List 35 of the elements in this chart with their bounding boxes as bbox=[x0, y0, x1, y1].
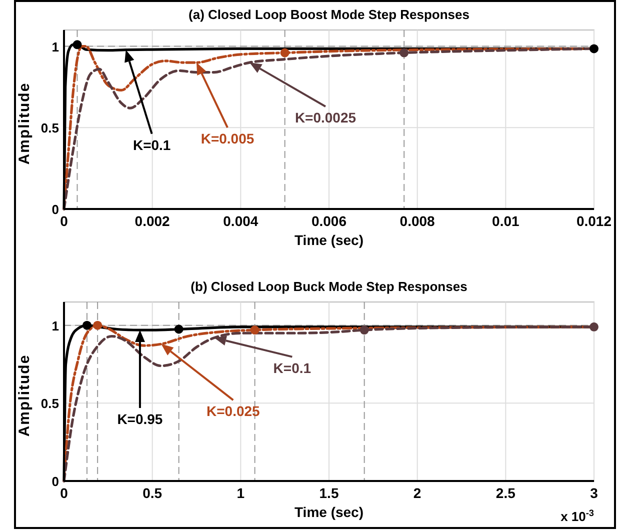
x-tick-label: 0.004 bbox=[223, 213, 258, 229]
x-axis-title: Time (sec) bbox=[294, 232, 364, 248]
text: K=0.025 bbox=[206, 403, 260, 420]
text: K=0.95 bbox=[117, 411, 163, 428]
text: x 10$^{-3}$ bbox=[560, 508, 594, 524]
text: K=0.1 bbox=[132, 136, 171, 153]
point bbox=[280, 48, 290, 58]
chart-title: (a) Closed Loop Boost Mode Step Responses bbox=[188, 7, 470, 22]
x-tick-label: 1.5 bbox=[319, 485, 339, 501]
point bbox=[400, 48, 409, 58]
point bbox=[72, 40, 82, 50]
y-tick-label: 0 bbox=[52, 474, 59, 489]
y-axis-title: Amplitude bbox=[16, 354, 33, 437]
x-tick-label: 0.01 bbox=[492, 213, 520, 229]
y-tick-label: 0 bbox=[52, 202, 59, 217]
y-axis-title: Amplitude bbox=[16, 82, 33, 165]
x-tick-label: 0.006 bbox=[311, 213, 347, 229]
x-tick-label: 2.5 bbox=[496, 485, 516, 501]
x-tick-label: 3 bbox=[590, 485, 598, 501]
y-tick-label: 0.5 bbox=[40, 120, 59, 136]
x-tick-label: 2 bbox=[413, 485, 422, 501]
x-tick-label: 0.002 bbox=[134, 213, 170, 229]
x-tick-label: 0.008 bbox=[400, 213, 436, 229]
y-tick-label: 1 bbox=[52, 318, 59, 334]
text: K=0.0025 bbox=[294, 110, 356, 126]
y-tick-label: 1 bbox=[52, 39, 59, 54]
point bbox=[590, 44, 598, 54]
x-tick-label: 1 bbox=[236, 485, 245, 501]
chart-title: (b) Closed Loop Buck Mode Step Responses bbox=[190, 279, 468, 294]
series-label: K=0.1 bbox=[273, 360, 312, 376]
x-axis-title: Time (sec) bbox=[294, 504, 364, 520]
y-tick-label: 0.5 bbox=[40, 396, 59, 412]
text: K=0.005 bbox=[200, 130, 254, 147]
x-tick-label: 0.5 bbox=[142, 485, 162, 501]
x-tick-label: 0.012 bbox=[576, 213, 612, 229]
